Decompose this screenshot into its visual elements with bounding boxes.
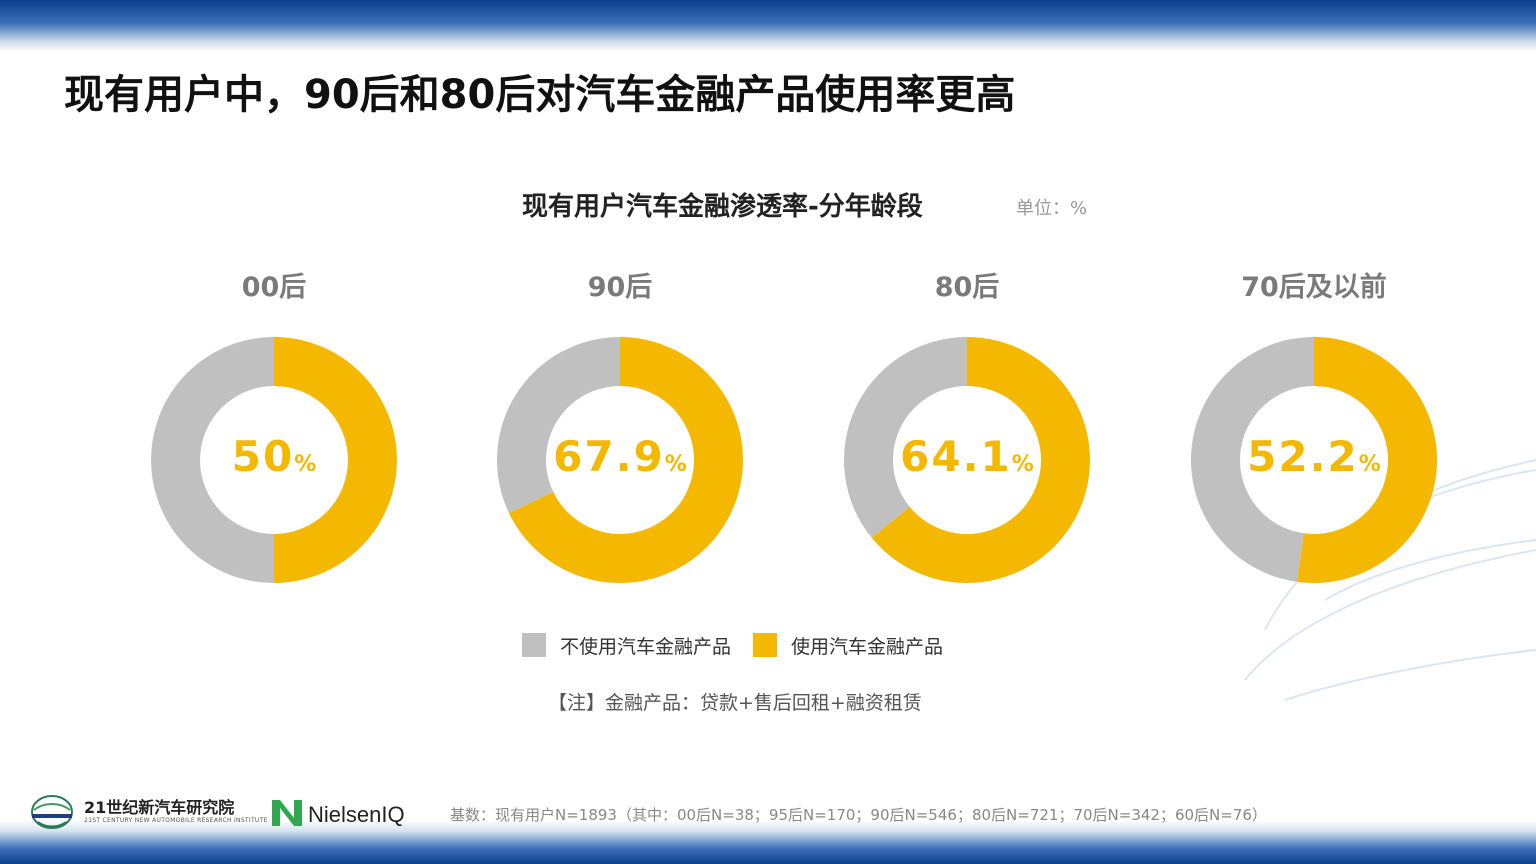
logo-21-en: 21ST CENTURY NEW AUTOMOBILE RESEARCH INS…: [84, 817, 268, 824]
chart-legend: 不使用汽车金融产品 使用汽车金融产品: [522, 632, 965, 658]
center-label-80: 64.1%: [877, 432, 1057, 481]
category-label-80: 80后: [934, 272, 1000, 303]
category-label-00: 00后: [241, 272, 307, 303]
niq-name: NielsenIQ: [308, 802, 405, 827]
unit-label: 单位：%: [1016, 198, 1088, 219]
legend-swatch-used: [753, 633, 778, 657]
donut-slice-used-70: [1297, 337, 1437, 584]
legend-item-not-used: 不使用汽车金融产品: [522, 632, 731, 659]
chart-note: 【注】金融产品：贷款+售后回租+融资租赁: [548, 692, 922, 714]
legend-item-used: 使用汽车金融产品: [753, 632, 943, 659]
center-label-90: 67.9%: [530, 432, 710, 481]
donut-slice-not-used-00: [151, 337, 274, 583]
center-value: 64.1: [900, 432, 1012, 481]
donut-slice-used-80: [871, 337, 1090, 583]
legend-swatch-not-used: [522, 633, 546, 657]
legend-label-not-used: 不使用汽车金融产品: [560, 635, 732, 658]
logo-21-name: 21世纪新汽车研究院: [84, 798, 235, 817]
niq-logo-icon: [272, 800, 302, 826]
center-value: 67.9: [553, 432, 665, 481]
logo-21-century: 21世纪新汽车研究院 21ST CENTURY NEW AUTOMOBILE R…: [28, 792, 268, 832]
bottom-gradient-band: [0, 820, 1536, 864]
center-value: 52.2: [1247, 432, 1359, 481]
category-label-90: 90后: [587, 272, 653, 303]
page-title: 现有用户中，90后和80后对汽车金融产品使用率更高: [64, 72, 1016, 118]
base-footnote: 基数：现有用户N=1893（其中：00后N=38；95后N=170；90后N=5…: [450, 806, 1267, 824]
center-label-70: 52.2%: [1224, 432, 1404, 481]
donut-slice-used-00: [274, 337, 397, 583]
donut-slice-not-used-80: [844, 337, 967, 538]
logo-nielseniq: NielsenIQ: [270, 796, 405, 828]
percent-sign: %: [664, 452, 687, 477]
percent-sign: %: [1358, 452, 1381, 477]
donut-slice-not-used-90: [497, 337, 620, 514]
legend-label-used: 使用汽车金融产品: [791, 635, 944, 658]
donut-slice-used-90: [509, 337, 743, 584]
chart-title: 现有用户汽车金融渗透率-分年龄段: [522, 192, 923, 222]
center-value: 50: [231, 432, 295, 481]
globe-logo-icon: [31, 795, 73, 829]
category-label-70: 70后及以前: [1241, 272, 1387, 303]
center-label-00: 50%: [184, 432, 364, 481]
percent-sign: %: [1011, 452, 1034, 477]
top-gradient-band: [0, 0, 1536, 52]
donut-slice-not-used-70: [1190, 337, 1314, 582]
percent-sign: %: [294, 452, 317, 477]
